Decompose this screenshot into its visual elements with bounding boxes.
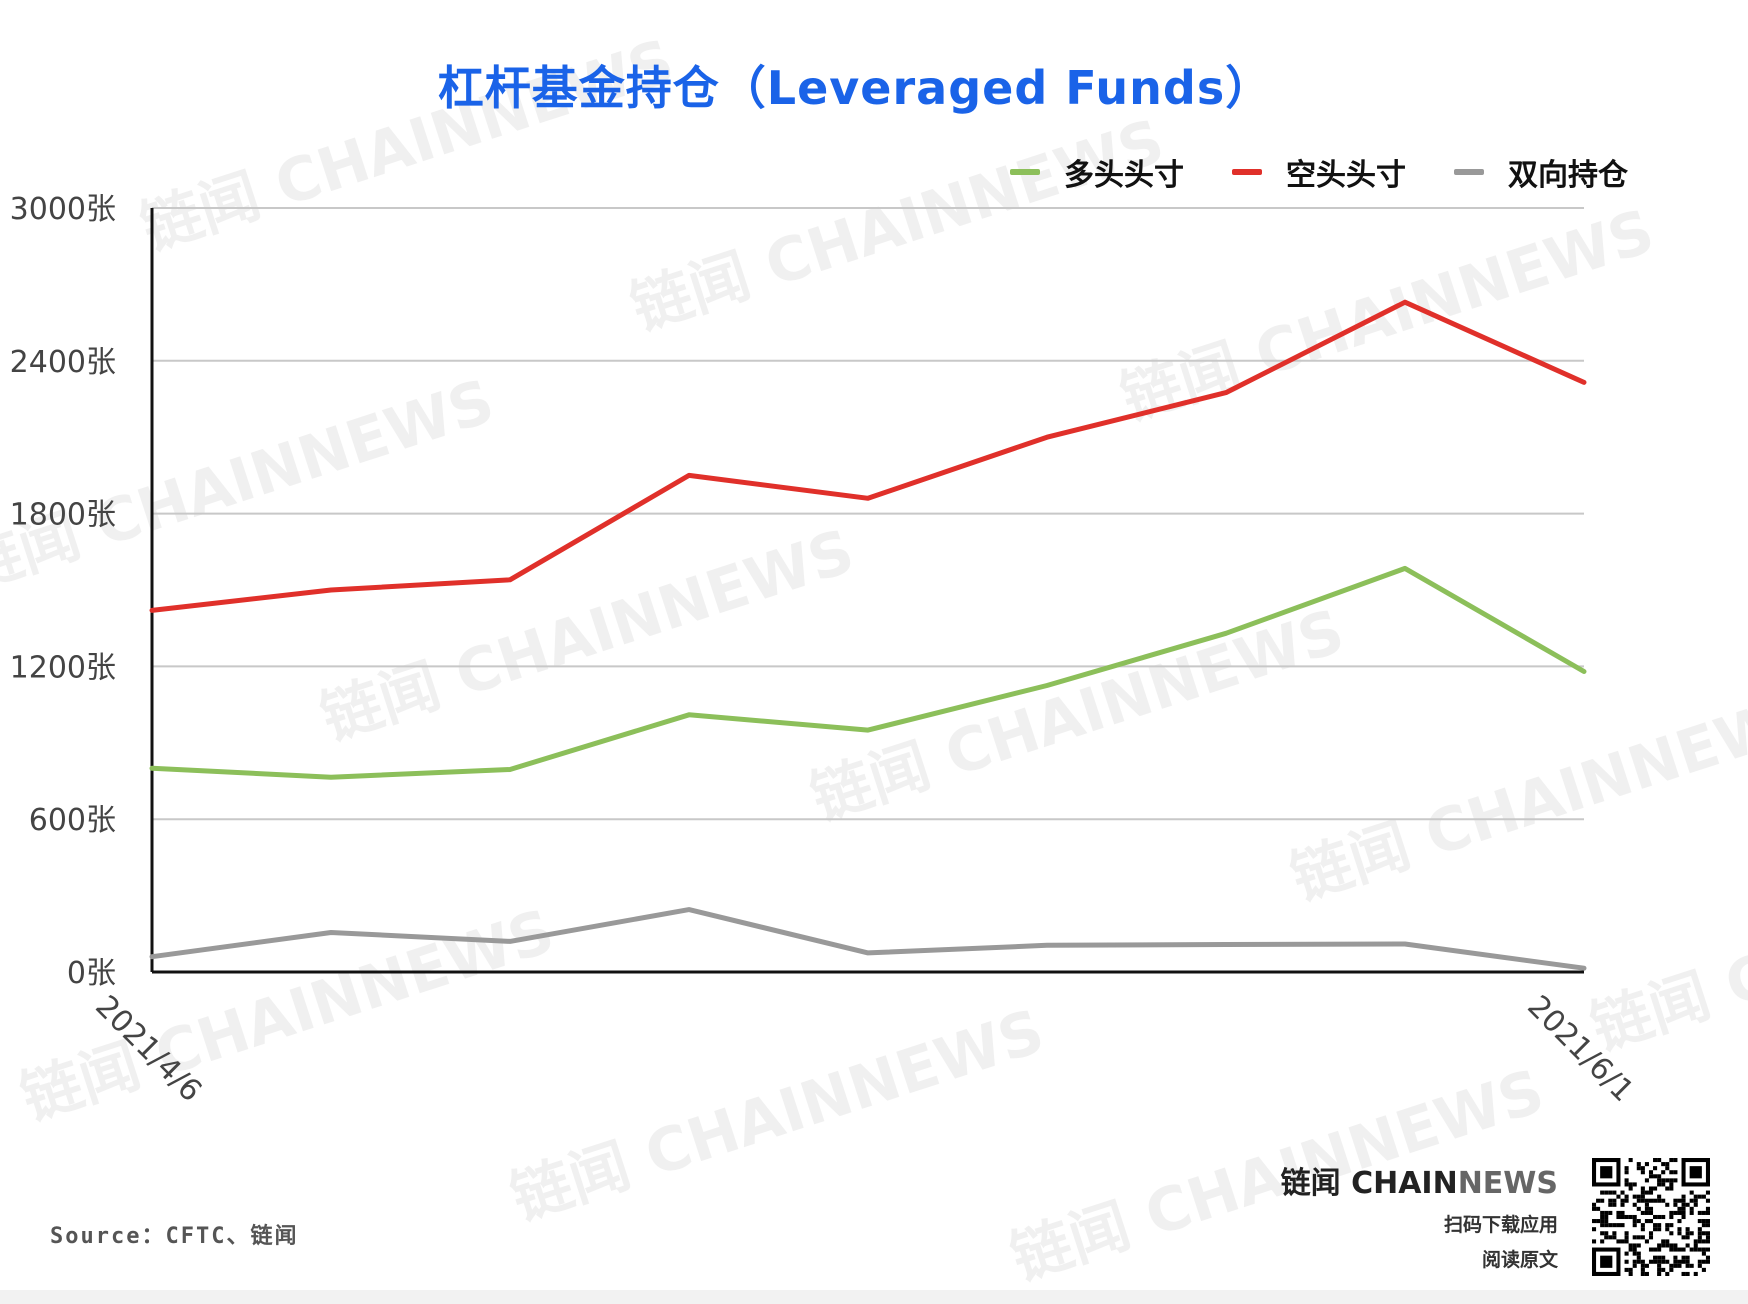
y-axis-ticks: 0张 600张 1200张 1800张 2400张 3000张	[10, 192, 116, 991]
legend-item-spread: 双向持仓	[1454, 150, 1628, 194]
brand-block: 链闻 CHAINNEWS 扫码下载应用 阅读原文	[1281, 1158, 1558, 1272]
y-tick-label: 1200张	[10, 650, 116, 685]
watermark-text: 链闻 CHAINNEWS	[1583, 826, 1748, 1064]
legend-swatch-short	[1232, 169, 1262, 175]
watermark-text: 链闻 CHAINNEWS	[623, 106, 1172, 344]
brand-name-main: 链闻 CHAIN	[1280, 1166, 1458, 1201]
watermark-text: 链闻 CHAINNEWS	[1283, 676, 1748, 914]
legend-swatch-long	[1010, 169, 1040, 175]
legend-item-long: 多头头寸	[1010, 150, 1184, 194]
qr-code-icon[interactable]	[1592, 1158, 1710, 1276]
y-tick-label: 2400张	[10, 345, 116, 380]
footer-strip	[0, 1290, 1748, 1304]
series-line-2	[149, 299, 1587, 613]
legend-label-long: 多头头寸	[1064, 158, 1184, 193]
chart-title: 杠杆基金持仓（Leveraged Funds）	[437, 61, 1273, 115]
brand-read-text: 阅读原文	[1481, 1249, 1558, 1271]
y-tick-label: 600张	[29, 803, 116, 838]
y-tick-label: 0张	[67, 956, 116, 991]
series-lines	[149, 299, 1587, 971]
legend-item-short: 空头头寸	[1232, 150, 1406, 194]
legend: 多头头寸 空头头寸 双向持仓	[1010, 150, 1676, 194]
brand-download-text: 扫码下载应用	[1443, 1214, 1558, 1236]
watermark-text: 链闻 CHAINNEWS	[803, 596, 1352, 834]
legend-label-spread: 双向持仓	[1508, 158, 1628, 193]
brand-name: 链闻 CHAINNEWS	[1281, 1158, 1558, 1202]
series-line-3	[149, 907, 1587, 971]
gridlines	[152, 207, 1584, 821]
watermark-text: 链闻 CHAINNEWS	[503, 996, 1052, 1234]
source-note: Source：CFTC、链闻	[50, 1224, 299, 1249]
brand-name-accent: NEWS	[1457, 1166, 1558, 1201]
y-tick-label: 3000张	[10, 192, 116, 227]
series-line-1	[149, 565, 1587, 780]
legend-swatch-spread	[1454, 169, 1484, 175]
watermark-text: 链闻 CHAINNEWS	[0, 366, 502, 604]
y-tick-label: 1800张	[10, 498, 116, 533]
watermark-text: 链闻 CHAINNEWS	[313, 516, 862, 754]
legend-label-short: 空头头寸	[1286, 158, 1406, 193]
